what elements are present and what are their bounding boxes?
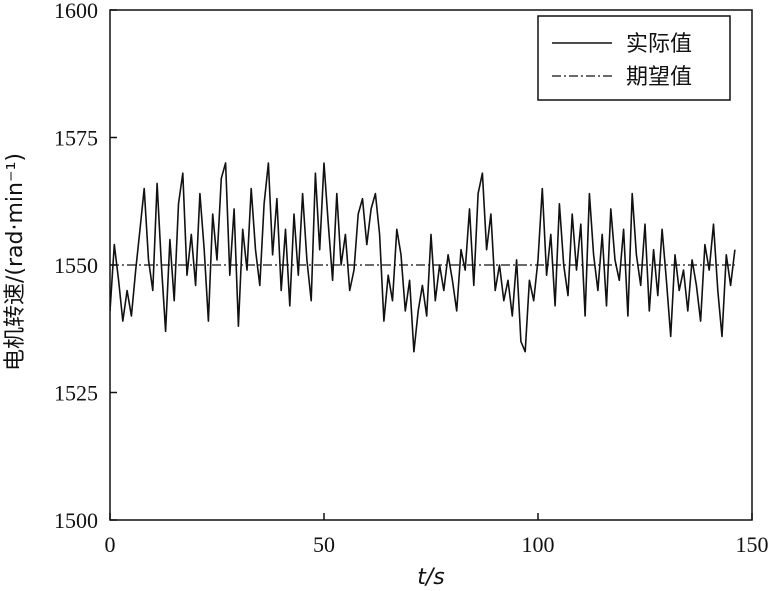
series-line-actual [110, 162, 736, 353]
y-tick-label: 1600 [54, 0, 98, 23]
y-tick-label: 1500 [54, 508, 98, 533]
x-tick-label: 150 [736, 532, 769, 557]
legend-label-expected: 期望值 [626, 65, 692, 90]
x-tick-label: 50 [313, 532, 335, 557]
y-tick-label: 1550 [54, 253, 98, 278]
x-tick-label: 0 [105, 532, 116, 557]
legend: 实际值 期望值 [537, 15, 731, 101]
axis-layer: 0 50 100 150 1500 1525 1550 1575 1600 [54, 0, 769, 557]
y-axis-label: 电机转速/(rad·min⁻¹) [3, 153, 28, 371]
y-tick-label: 1525 [54, 381, 98, 406]
legend-label-actual: 实际值 [626, 32, 692, 57]
y-tick-label: 1575 [54, 126, 98, 151]
x-tick-label: 100 [522, 532, 555, 557]
series-layer [110, 162, 736, 353]
x-axis-label: t/s [417, 565, 445, 590]
legend-box [537, 15, 731, 101]
